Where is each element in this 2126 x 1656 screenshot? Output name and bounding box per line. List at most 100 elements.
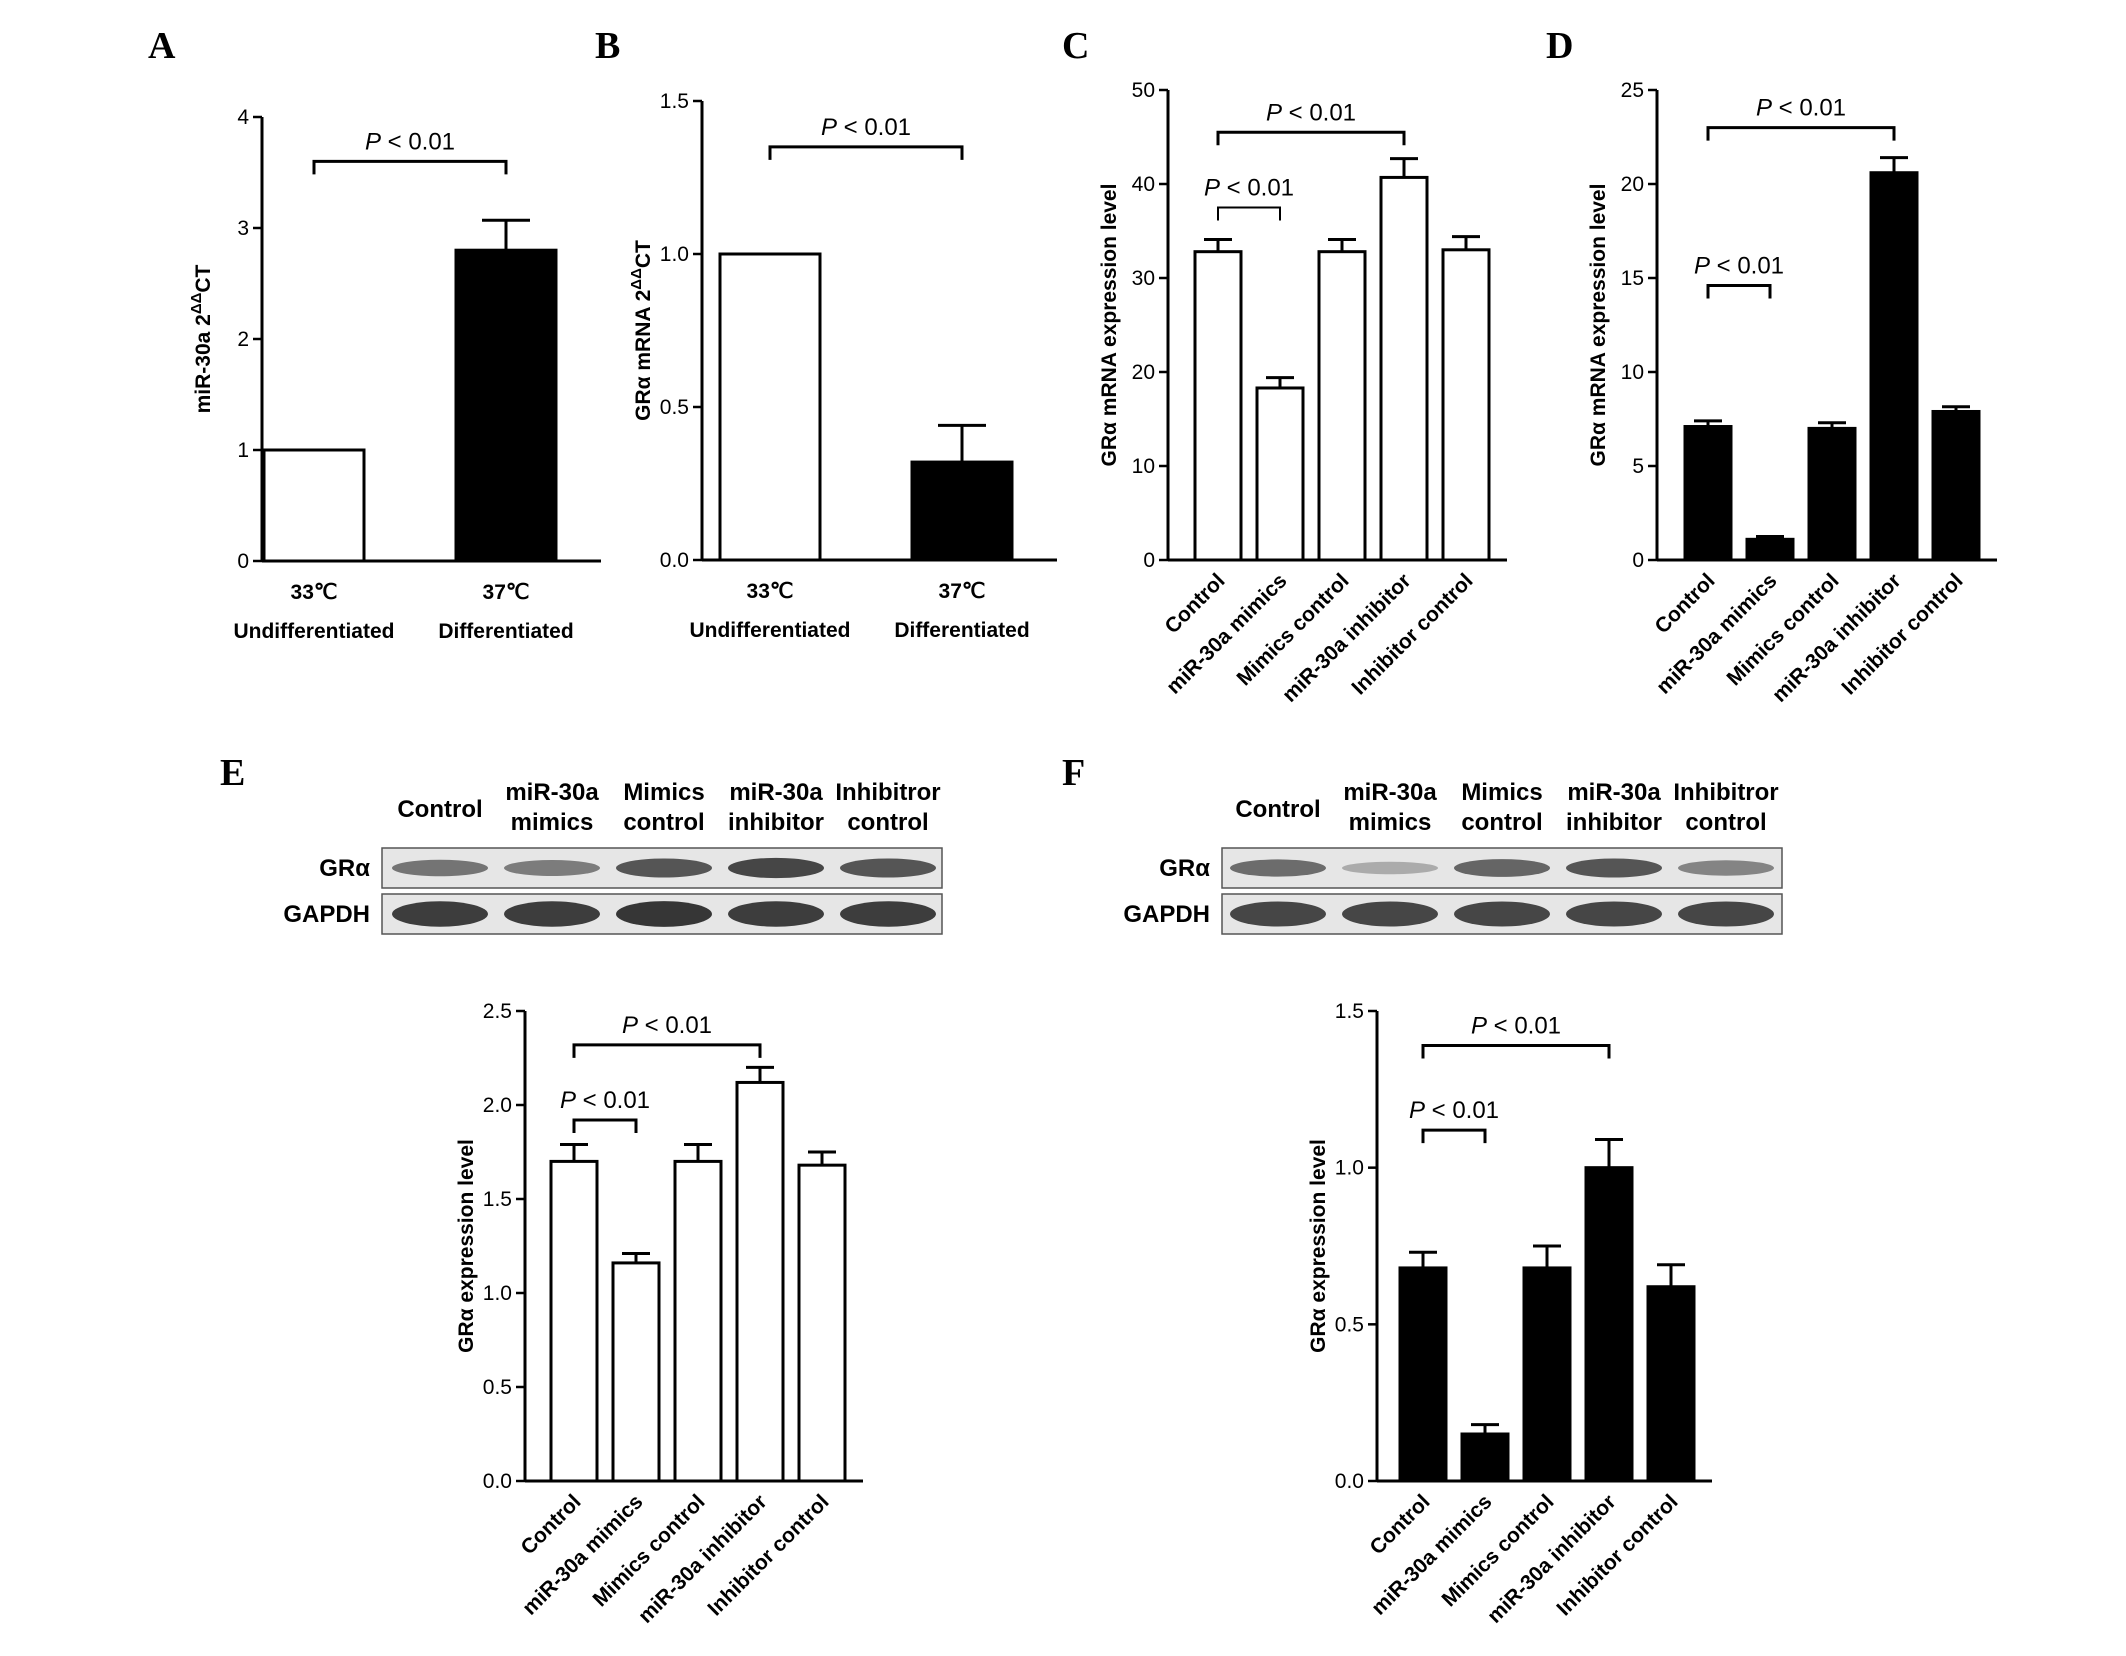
significance-bracket-e-0 (572, 1043, 762, 1058)
blot-band-e-0-3 (728, 857, 824, 879)
blot-band-e-1-4 (840, 901, 936, 927)
x-tick-label-d-2: Mimics control (1722, 569, 1843, 690)
blot-f: Control miR-30a mimics Mimics control miR-30a… (1123, 779, 1783, 935)
y-tick-label-a-4: 4 (237, 106, 249, 129)
blot-row-label-e-0: GRα (319, 855, 370, 882)
blot-lane-label-f-2: control (1461, 809, 1542, 836)
blot-band-f-1-4 (1678, 901, 1774, 927)
blot-lane-label-e-1: mimics (511, 809, 594, 836)
y-tick-label-f-0: 0.0 (1335, 1470, 1364, 1493)
bar-f-3 (1584, 1166, 1634, 1483)
x-tick-label-d-4: Inhibitor control (1837, 569, 1967, 699)
western-blots: Control miR-30a mimics Mimics control miR-30a… (283, 779, 1783, 935)
blot-lane-label-f-3: inhibitor (1566, 809, 1662, 836)
x-tick-label-b-1: 37℃ (939, 580, 986, 603)
blot-band-f-0-3 (1566, 858, 1662, 878)
x-tick-label-e-2: Mimics control (588, 1490, 709, 1611)
blot-lane-label-f-3: miR-30a (1567, 779, 1661, 806)
significance-label-e-0: P < 0.01 (622, 1012, 712, 1039)
blot-lane-label-e-0: Control (397, 796, 482, 823)
y-tick-label-d-1: 5 (1632, 455, 1644, 478)
blot-band-f-1-2 (1454, 901, 1550, 927)
y-tick-label-c-3: 30 (1132, 267, 1155, 290)
y-tick-label-c-5: 50 (1132, 79, 1155, 102)
y-tick-label-a-2: 2 (237, 328, 249, 351)
significance-bracket-b-0 (768, 145, 964, 160)
blot-band-e-1-3 (728, 901, 824, 927)
blot-lane-label-e-4: Inhibitror (835, 779, 940, 806)
significance-bracket-f-1 (1421, 1128, 1487, 1144)
x-tick-label-c-2: Mimics control (1232, 569, 1353, 690)
y-axis-label-f: GRα expression level (1307, 1139, 1330, 1353)
blot-lane-label-f-0: Control (1235, 796, 1320, 823)
blot-band-e-1-2 (616, 901, 712, 927)
y-tick-label-e-2: 1.0 (483, 1282, 512, 1305)
significance-label-b-0: P < 0.01 (821, 114, 911, 141)
chart-a: 0 1 2 3 4 miR-30a 2ΔΔCT 33℃ Undifferentiated 37℃… (188, 106, 601, 643)
y-tick-label-d-5: 25 (1621, 79, 1644, 102)
bar-e-0 (549, 1159, 599, 1483)
blot-lane-label-e-4: control (847, 809, 928, 836)
blot-lane-label-f-1: miR-30a (1343, 779, 1437, 806)
y-axis-label-c: GRα mRNA expression level (1098, 184, 1121, 467)
significance-bracket-d-0 (1706, 126, 1896, 141)
blot-lane-label-f-4: Inhibitror (1673, 779, 1778, 806)
y-axis-label-d: GRα mRNA expression level (1587, 184, 1610, 467)
chart-b: 0.0 0.5 1.0 1.5 GRα mRNA 2ΔΔCT 33℃ Undifferent… (628, 90, 1057, 642)
blot-band-e-1-1 (504, 901, 600, 927)
y-tick-label-c-1: 10 (1132, 455, 1155, 478)
y-axis-label-e: GRα expression level (455, 1139, 478, 1353)
bar-d-1 (1745, 537, 1795, 562)
bar-a-1 (454, 248, 558, 563)
blot-lane-label-f-4: control (1685, 809, 1766, 836)
blot-band-f-1-3 (1566, 901, 1662, 927)
bar-b-1 (910, 460, 1014, 562)
panel-letter-c: C (1062, 25, 1089, 67)
blot-lane-label-f-2: Mimics (1461, 779, 1542, 806)
x-group-label-b-1: Differentiated (894, 619, 1029, 642)
y-axis-label-a: miR-30a 2ΔΔCT (188, 264, 215, 413)
bar-c-4 (1441, 248, 1491, 562)
significance-label-d-1: P < 0.01 (1694, 253, 1784, 280)
blot-band-f-1-1 (1342, 901, 1438, 927)
bar-c-3 (1379, 175, 1429, 562)
blot-band-e-0-0 (392, 859, 488, 877)
blot-lane-label-e-3: miR-30a (729, 779, 823, 806)
bar-f-2 (1522, 1266, 1572, 1483)
bar-e-2 (673, 1159, 723, 1483)
bar-d-0 (1683, 425, 1733, 562)
panel-letter-b: B (595, 25, 620, 67)
significance-label-f-0: P < 0.01 (1471, 1012, 1561, 1039)
blot-row-label-f-1: GAPDH (1123, 901, 1210, 928)
significance-label-f-1: P < 0.01 (1409, 1097, 1499, 1124)
y-tick-label-c-0: 0 (1143, 549, 1155, 572)
blot-band-f-0-2 (1454, 859, 1550, 877)
x-group-label-a-0: Undifferentiated (233, 620, 394, 643)
significance-bracket-c-1 (1217, 206, 1281, 221)
significance-bracket-e-1 (572, 1118, 638, 1134)
bar-f-1 (1460, 1432, 1510, 1483)
blot-band-f-0-4 (1678, 860, 1774, 876)
bar-f-4 (1646, 1285, 1696, 1483)
blot-band-f-1-0 (1230, 901, 1326, 927)
x-tick-label-a-1: 37℃ (483, 581, 530, 604)
y-tick-label-c-2: 20 (1132, 361, 1155, 384)
bar-e-1 (611, 1261, 661, 1483)
y-tick-label-d-0: 0 (1632, 549, 1644, 572)
blot-band-e-0-4 (840, 858, 936, 878)
blot-e: Control miR-30a mimics Mimics control miR-30a… (283, 779, 943, 935)
panel-letter-f: F (1062, 752, 1085, 794)
blot-band-e-0-2 (616, 858, 712, 878)
x-tick-label-e-4: Inhibitor control (703, 1490, 833, 1620)
blot-row-label-e-1: GAPDH (283, 901, 370, 928)
blot-lane-label-f-1: mimics (1349, 809, 1432, 836)
x-tick-label-f-2: Mimics control (1437, 1490, 1558, 1611)
bar-a-0 (262, 448, 366, 563)
significance-bracket-d-1 (1706, 284, 1772, 299)
y-tick-label-f-1: 0.5 (1335, 1313, 1364, 1336)
y-tick-label-e-4: 2.0 (483, 1094, 512, 1117)
blot-lane-label-e-1: miR-30a (505, 779, 599, 806)
